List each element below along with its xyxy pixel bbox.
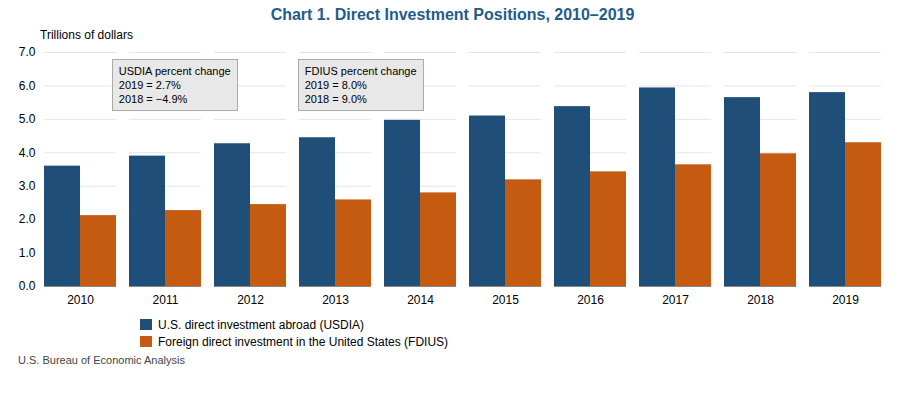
- html-text:U.S. Bureau of Economic Analys: U.S. Bureau of Economic Analysis: [18, 354, 185, 366]
- html-text:Trillions of dollars: Trillions of dollars: [40, 28, 133, 42]
- svg-text:2017: 2017: [662, 293, 689, 307]
- svg-text:0.0: 0.0: [19, 279, 36, 293]
- svg-text:2015: 2015: [492, 293, 519, 307]
- svg-text:2012: 2012: [237, 293, 264, 307]
- svg-text:6.0: 6.0: [19, 79, 36, 93]
- html-text:2018 = −4.9%: 2018 = −4.9%: [118, 93, 188, 105]
- svg-text:2016: 2016: [577, 293, 604, 307]
- svg-text:2019: 2019: [832, 293, 859, 307]
- html-text:2019 = 2.7%: 2019 = 2.7%: [118, 79, 181, 91]
- svg-text:2.0: 2.0: [19, 212, 36, 226]
- svg-text:4.0: 4.0: [19, 146, 36, 160]
- html-text:2018 = 9.0%: 2018 = 9.0%: [304, 93, 367, 105]
- svg-text:5.0: 5.0: [19, 112, 36, 126]
- svg-text:2018: 2018: [747, 293, 774, 307]
- svg-text:2011: 2011: [153, 293, 179, 307]
- html-text:2019 = 8.0%: 2019 = 8.0%: [304, 79, 367, 91]
- svg-text:7.0: 7.0: [19, 45, 36, 59]
- svg-text:2010: 2010: [67, 293, 94, 307]
- svg-text:3.0: 3.0: [19, 179, 36, 193]
- svg-text:1.0: 1.0: [19, 246, 36, 260]
- svg-text:2014: 2014: [407, 293, 434, 307]
- svg-text:2013: 2013: [322, 293, 349, 307]
- html-text:FDIUS percent change: FDIUS percent change: [304, 65, 417, 77]
- html-text:U.S. direct investment abroad: U.S. direct investment abroad (USDIA): [158, 317, 365, 332]
- html-text:Foreign direct investment in t: Foreign direct investment in the United …: [158, 334, 449, 349]
- html-text:USDIA percent change: USDIA percent change: [118, 65, 231, 77]
- html-text:Chart 1. Direct Investment Pos: Chart 1. Direct Investment Positions, 20…: [270, 6, 635, 23]
